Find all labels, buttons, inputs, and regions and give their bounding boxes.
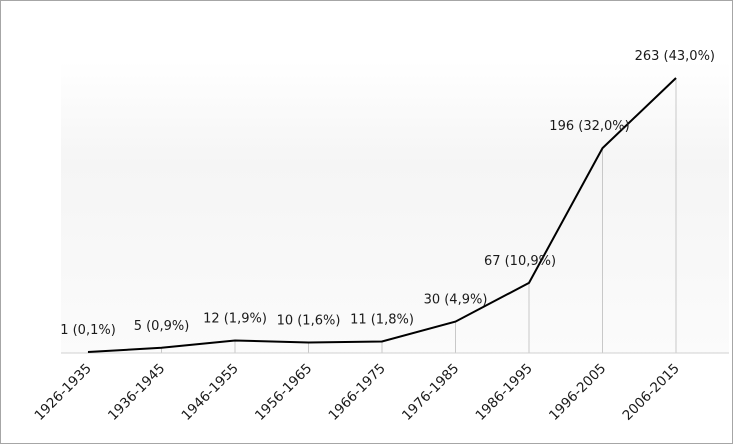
- data-label-1926-1935: 1 (0,1%): [60, 323, 116, 338]
- data-label-1936-1945: 5 (0,9%): [134, 319, 190, 334]
- x-tick-1986-1995: 1986-1995: [472, 361, 535, 424]
- x-tick-1996-2005: 1996-2005: [546, 361, 609, 424]
- x-tick-labels: 1926-1935 1936-1945 1946-1955 1956-1965 1966…: [31, 361, 682, 424]
- data-label-1976-1985: 30 (4,9%): [424, 293, 488, 308]
- data-labels: 1 (0,1%) 5 (0,9%) 12 (1,9%) 10 (1,6%) 11 (1,…: [60, 49, 715, 338]
- drop-lines: [87, 78, 677, 353]
- x-tick-1946-1955: 1946-1955: [178, 361, 241, 424]
- x-tick-2006-2015: 2006-2015: [619, 361, 682, 424]
- x-tick-1976-1985: 1976-1985: [399, 361, 462, 424]
- data-label-2006-2015: 263 (43,0%): [635, 49, 715, 64]
- data-label-1966-1975: 11 (1,8%): [350, 313, 414, 328]
- x-tick-1956-1965: 1956-1965: [252, 361, 315, 424]
- data-label-1986-1995: 67 (10,9%): [484, 254, 556, 269]
- data-label-1956-1965: 10 (1,6%): [277, 314, 341, 329]
- data-label-1946-1955: 12 (1,9%): [203, 312, 267, 327]
- data-label-1996-2005: 196 (32,0%): [549, 119, 629, 134]
- x-tick-1936-1945: 1936-1945: [105, 361, 168, 424]
- plot-area: [61, 61, 729, 353]
- x-tick-1966-1975: 1966-1975: [325, 361, 388, 424]
- series-line: [87, 77, 677, 353]
- x-tick-1926-1935: 1926-1935: [31, 361, 94, 424]
